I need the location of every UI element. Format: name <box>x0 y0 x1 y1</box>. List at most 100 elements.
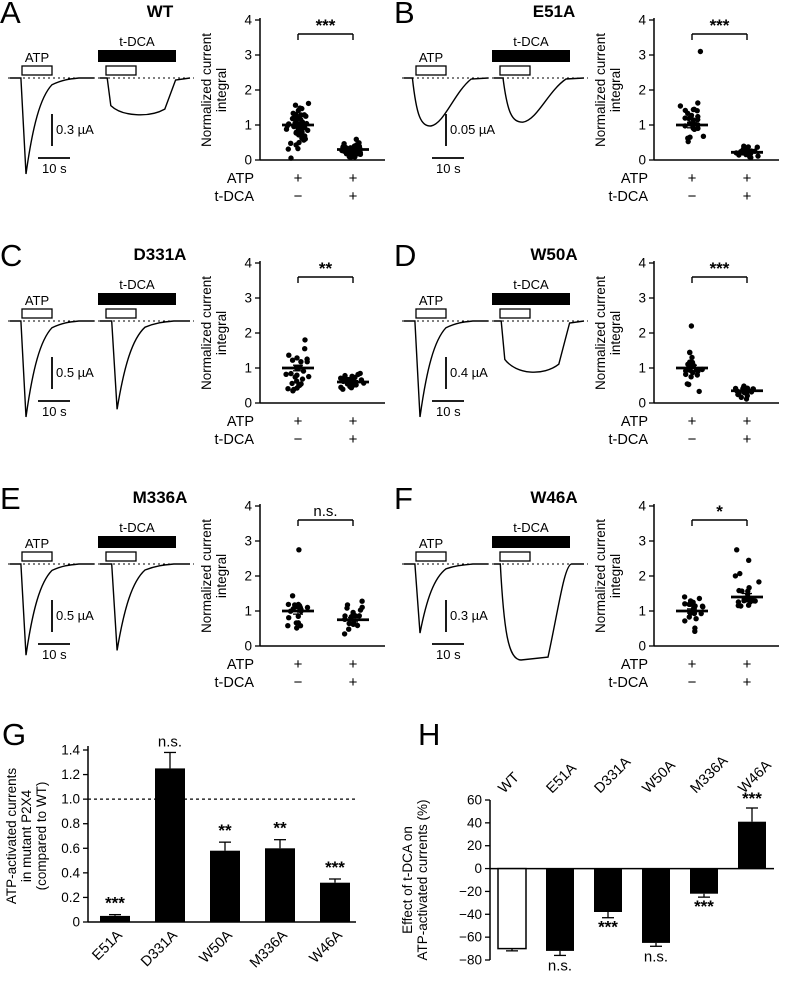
y-axis-label: integral <box>214 68 229 112</box>
data-point <box>695 125 701 132</box>
x-category-label: W50A <box>640 757 679 796</box>
scale-current-label: 0.4 µA <box>450 365 488 380</box>
current-trace-1 <box>404 320 488 418</box>
data-point <box>349 152 356 158</box>
data-point <box>745 591 751 597</box>
x-row-label: ATP <box>227 414 254 430</box>
x-row-value: + <box>743 656 752 673</box>
y-tick-label: 2 <box>244 326 252 341</box>
trace-plot-wt: ATP t-DCA 0.3 µA 10 s <box>8 34 194 176</box>
bar <box>320 882 350 922</box>
bar <box>210 850 240 922</box>
data-point <box>751 598 757 604</box>
x-category-label: M336A <box>688 753 732 797</box>
atp-application-bar-2 <box>105 65 137 76</box>
y-tick-label: 3 <box>638 534 646 549</box>
data-point <box>296 547 302 553</box>
data-point <box>686 614 692 620</box>
data-point <box>302 337 308 343</box>
data-point <box>286 615 292 621</box>
atp-application-bar <box>21 308 53 319</box>
y-axis-label: Normalized current <box>199 276 214 390</box>
data-point <box>681 594 688 600</box>
data-point <box>293 130 299 136</box>
scale-time-label: 10 s <box>42 404 67 419</box>
x-row-value: + <box>688 413 697 430</box>
data-point <box>294 355 300 361</box>
y-tick-label: 4 <box>244 256 252 271</box>
x-row-value: + <box>688 656 697 673</box>
x-row-label: ATP <box>227 171 254 187</box>
y-tick-label: −20 <box>459 884 482 899</box>
significance-label: ** <box>218 821 232 840</box>
x-row-label: t-DCA <box>215 675 255 691</box>
data-point <box>688 374 694 380</box>
y-tick-label: 1 <box>638 604 646 619</box>
x-row-value: − <box>688 674 697 691</box>
panel-e51a: B E51A ATP t-DCA 0.05 µA 10 s 0 1 2 3 4 Normaliz… <box>394 0 787 242</box>
current-trace-1 <box>404 563 488 634</box>
tdca-application-bar <box>98 293 176 305</box>
panel-w46a: F W46A ATP t-DCA 0.3 µA 10 s 0 1 2 3 4 Normalize… <box>394 481 787 728</box>
data-point <box>682 107 688 114</box>
y-tick-label: 4 <box>244 13 252 28</box>
data-point <box>686 381 692 388</box>
y-tick-label: 1.4 <box>61 743 80 758</box>
significance-label: * <box>716 502 723 521</box>
data-point <box>302 133 308 139</box>
x-row-value: + <box>743 674 752 691</box>
scale-current-label: 0.3 µA <box>56 122 94 137</box>
x-row-value: − <box>688 188 697 205</box>
data-point <box>299 105 305 112</box>
y-tick-label: 1 <box>244 361 252 376</box>
panel-letter: G <box>2 717 27 752</box>
significance-label: n.s. <box>644 948 668 965</box>
data-point <box>688 323 695 329</box>
current-trace-1 <box>10 77 94 175</box>
data-point <box>306 373 312 380</box>
y-tick-label: 0 <box>638 153 646 168</box>
data-point <box>745 602 752 608</box>
data-point <box>743 396 750 402</box>
data-point <box>734 547 740 553</box>
current-trace-1 <box>404 77 489 127</box>
atp-application-bar <box>415 551 447 562</box>
atp-application-bar-2 <box>105 308 137 319</box>
x-row-value: + <box>743 188 752 205</box>
data-point <box>305 100 312 107</box>
data-point <box>295 620 301 626</box>
data-point <box>677 103 684 109</box>
panel-bar-atp-currents: G 0 0.2 0.4 0.6 0.8 1.0 1.2 1.4 ATP-activated cu… <box>0 717 393 985</box>
panel-title: M336A <box>132 488 188 507</box>
y-tick-label: 0.4 <box>61 865 80 880</box>
y-axis-label: Normalized current <box>593 519 608 633</box>
atp-application-bar-2 <box>499 551 531 562</box>
y-tick-label: 2 <box>638 326 646 341</box>
data-point <box>292 102 299 108</box>
data-point <box>738 603 744 609</box>
data-point <box>304 359 310 365</box>
significance-label: ** <box>273 819 287 838</box>
bar <box>497 867 527 950</box>
tdca-label: t-DCA <box>119 34 155 49</box>
data-point <box>342 372 348 379</box>
x-row-label: ATP <box>621 414 648 430</box>
data-point <box>697 48 704 55</box>
data-point <box>754 144 760 150</box>
current-trace-2 <box>494 320 585 373</box>
atp-label: ATP <box>419 293 443 308</box>
y-tick-label: 1 <box>638 361 646 376</box>
atp-application-bar <box>21 65 53 76</box>
data-point <box>700 133 707 139</box>
atp-application-bar-2 <box>499 308 531 319</box>
x-row-label: ATP <box>227 657 254 673</box>
data-point <box>355 151 361 157</box>
data-point <box>344 602 351 608</box>
y-axis-label: (compared to WT) <box>34 782 49 891</box>
y-tick-label: 0 <box>638 396 646 411</box>
x-row-label: ATP <box>621 171 648 187</box>
current-trace-2 <box>494 77 585 123</box>
